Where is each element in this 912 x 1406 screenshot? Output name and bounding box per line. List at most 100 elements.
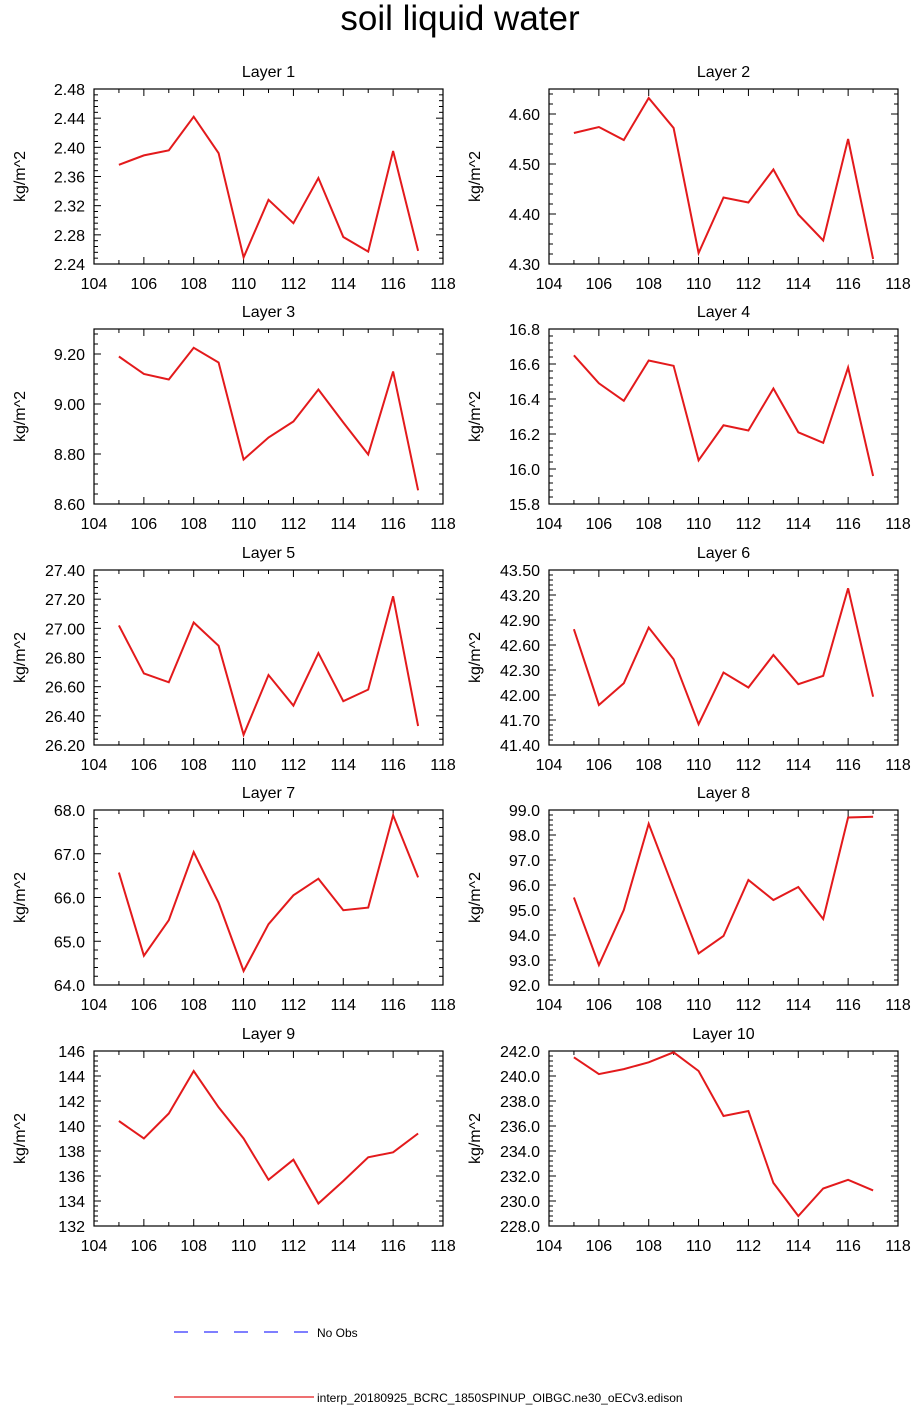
y-tick-label: 95.0 xyxy=(509,903,540,920)
y-tick-label: 93.0 xyxy=(509,953,540,970)
plot-frame xyxy=(93,328,444,505)
x-tick-label: 116 xyxy=(835,1238,861,1255)
x-tick-label: 108 xyxy=(180,997,207,1014)
y-tick-label: 236.0 xyxy=(500,1119,540,1136)
plot-frame xyxy=(93,569,444,746)
y-tick-label: 4.30 xyxy=(509,257,540,274)
x-tick-label: 114 xyxy=(331,757,357,774)
x-tick-label: 112 xyxy=(736,1238,762,1255)
chart-panel-9: Layer 9 104 106 108 110 112 114 116 118 132 134 136… xyxy=(12,1026,456,1255)
y-axis-label: kg/m^2 xyxy=(467,391,484,442)
x-tick-label: 106 xyxy=(586,276,613,293)
model-legend-label: interp_20180925_BCRC_1850SPINUP_OIBGC.ne… xyxy=(317,1391,683,1405)
x-tick-label: 108 xyxy=(635,997,662,1014)
chart-panel-5: Layer 5 104 106 108 110 112 114 116 118 26.20 26.4… xyxy=(12,545,456,774)
x-tick-label: 110 xyxy=(231,997,257,1014)
series-line xyxy=(573,1051,874,1218)
x-tick-label: 112 xyxy=(736,757,762,774)
y-tick-label: 136 xyxy=(58,1169,85,1186)
panel-title: Layer 1 xyxy=(242,64,295,81)
y-tick-label: 16.2 xyxy=(509,427,540,444)
x-tick-label: 110 xyxy=(231,757,257,774)
series-line xyxy=(118,114,420,261)
x-tick-label: 104 xyxy=(81,1238,108,1255)
x-tick-label: 118 xyxy=(885,516,911,533)
y-tick-label: 42.30 xyxy=(500,663,540,680)
y-tick-label: 146 xyxy=(58,1044,85,1061)
x-tick-label: 112 xyxy=(281,516,307,533)
series-line xyxy=(118,1069,419,1206)
y-tick-label: 240.0 xyxy=(500,1069,540,1086)
y-tick-label: 66.0 xyxy=(54,891,85,908)
y-tick-label: 142 xyxy=(58,1094,85,1111)
y-tick-label: 27.20 xyxy=(45,592,85,609)
panel-title: Layer 8 xyxy=(697,785,750,802)
plot-frame xyxy=(93,88,444,265)
x-tick-label: 106 xyxy=(131,516,158,533)
x-tick-label: 110 xyxy=(231,516,257,533)
x-tick-label: 106 xyxy=(586,997,613,1014)
x-tick-label: 106 xyxy=(131,276,158,293)
x-tick-label: 118 xyxy=(885,757,911,774)
x-tick-label: 114 xyxy=(786,1238,812,1255)
x-tick-label: 108 xyxy=(635,757,662,774)
chart-panel-1: Layer 1 104 106 108 110 112 114 116 118 2.24 2.28 2… xyxy=(12,64,456,293)
x-tick-label: 106 xyxy=(586,516,613,533)
legend: No Obs interp_20180925_BCRC_1850SPINUP_O… xyxy=(174,1326,683,1405)
x-tick-label: 112 xyxy=(281,757,307,774)
x-tick-label: 106 xyxy=(131,1238,158,1255)
y-tick-label: 68.0 xyxy=(54,803,85,820)
x-tick-label: 112 xyxy=(281,1238,307,1255)
panel-title: Layer 6 xyxy=(697,545,750,562)
y-tick-label: 2.40 xyxy=(54,140,85,157)
y-tick-label: 140 xyxy=(58,1119,85,1136)
y-tick-label: 65.0 xyxy=(54,934,85,951)
y-tick-label: 238.0 xyxy=(500,1094,540,1111)
x-tick-label: 116 xyxy=(380,757,406,774)
x-tick-label: 110 xyxy=(686,997,712,1014)
y-tick-label: 8.80 xyxy=(54,447,85,464)
y-tick-label: 99.0 xyxy=(509,803,540,820)
y-tick-label: 8.60 xyxy=(54,497,85,514)
x-tick-label: 110 xyxy=(686,1238,712,1255)
chart-panel-4: Layer 4 104 106 108 110 112 114 116 118 15.8 16.0 1… xyxy=(467,304,911,533)
y-tick-label: 132 xyxy=(58,1219,85,1236)
x-tick-label: 114 xyxy=(331,997,357,1014)
y-tick-label: 4.50 xyxy=(509,157,540,174)
y-tick-label: 26.20 xyxy=(45,738,85,755)
y-axis-label: kg/m^2 xyxy=(12,1113,29,1164)
x-tick-label: 116 xyxy=(380,997,406,1014)
y-tick-label: 42.60 xyxy=(500,638,540,655)
x-tick-label: 116 xyxy=(835,757,861,774)
chart-panels: Layer 1 104 106 108 110 112 114 116 118 2.24 2.28 2… xyxy=(12,64,911,1255)
x-tick-label: 118 xyxy=(430,757,456,774)
chart-panel-6: Layer 6 104 106 108 110 112 114 116 118 41.40 41.7… xyxy=(467,545,911,774)
x-tick-label: 108 xyxy=(180,757,207,774)
x-tick-label: 106 xyxy=(586,1238,613,1255)
x-tick-label: 104 xyxy=(81,276,108,293)
y-tick-label: 2.32 xyxy=(54,199,85,216)
chart-panel-3: Layer 3 104 106 108 110 112 114 116 118 8.60 8.80 9… xyxy=(12,304,456,533)
chart-panel-10: Layer 10 104 106 108 110 112 114 116 118 228.0 230… xyxy=(467,1026,911,1255)
x-tick-label: 116 xyxy=(835,276,861,293)
x-tick-label: 116 xyxy=(380,516,406,533)
x-tick-label: 108 xyxy=(180,276,207,293)
plot-frame xyxy=(548,1050,899,1227)
x-tick-label: 106 xyxy=(131,997,158,1014)
x-tick-label: 104 xyxy=(536,1238,563,1255)
y-tick-label: 4.40 xyxy=(509,207,540,224)
y-tick-label: 230.0 xyxy=(500,1194,540,1211)
panel-title: Layer 2 xyxy=(697,64,750,81)
y-axis-label: kg/m^2 xyxy=(467,872,484,923)
x-tick-label: 104 xyxy=(536,997,563,1014)
y-axis-label: kg/m^2 xyxy=(467,1113,484,1164)
y-tick-label: 16.4 xyxy=(509,392,540,409)
x-tick-label: 116 xyxy=(380,1238,406,1255)
y-tick-label: 4.60 xyxy=(509,107,540,124)
x-tick-label: 104 xyxy=(81,757,108,774)
chart-panel-8: Layer 8 104 106 108 110 112 114 116 118 92.0 93.0 9… xyxy=(467,785,911,1014)
x-tick-label: 112 xyxy=(736,997,762,1014)
series-line xyxy=(572,815,874,968)
y-tick-label: 98.0 xyxy=(509,828,540,845)
